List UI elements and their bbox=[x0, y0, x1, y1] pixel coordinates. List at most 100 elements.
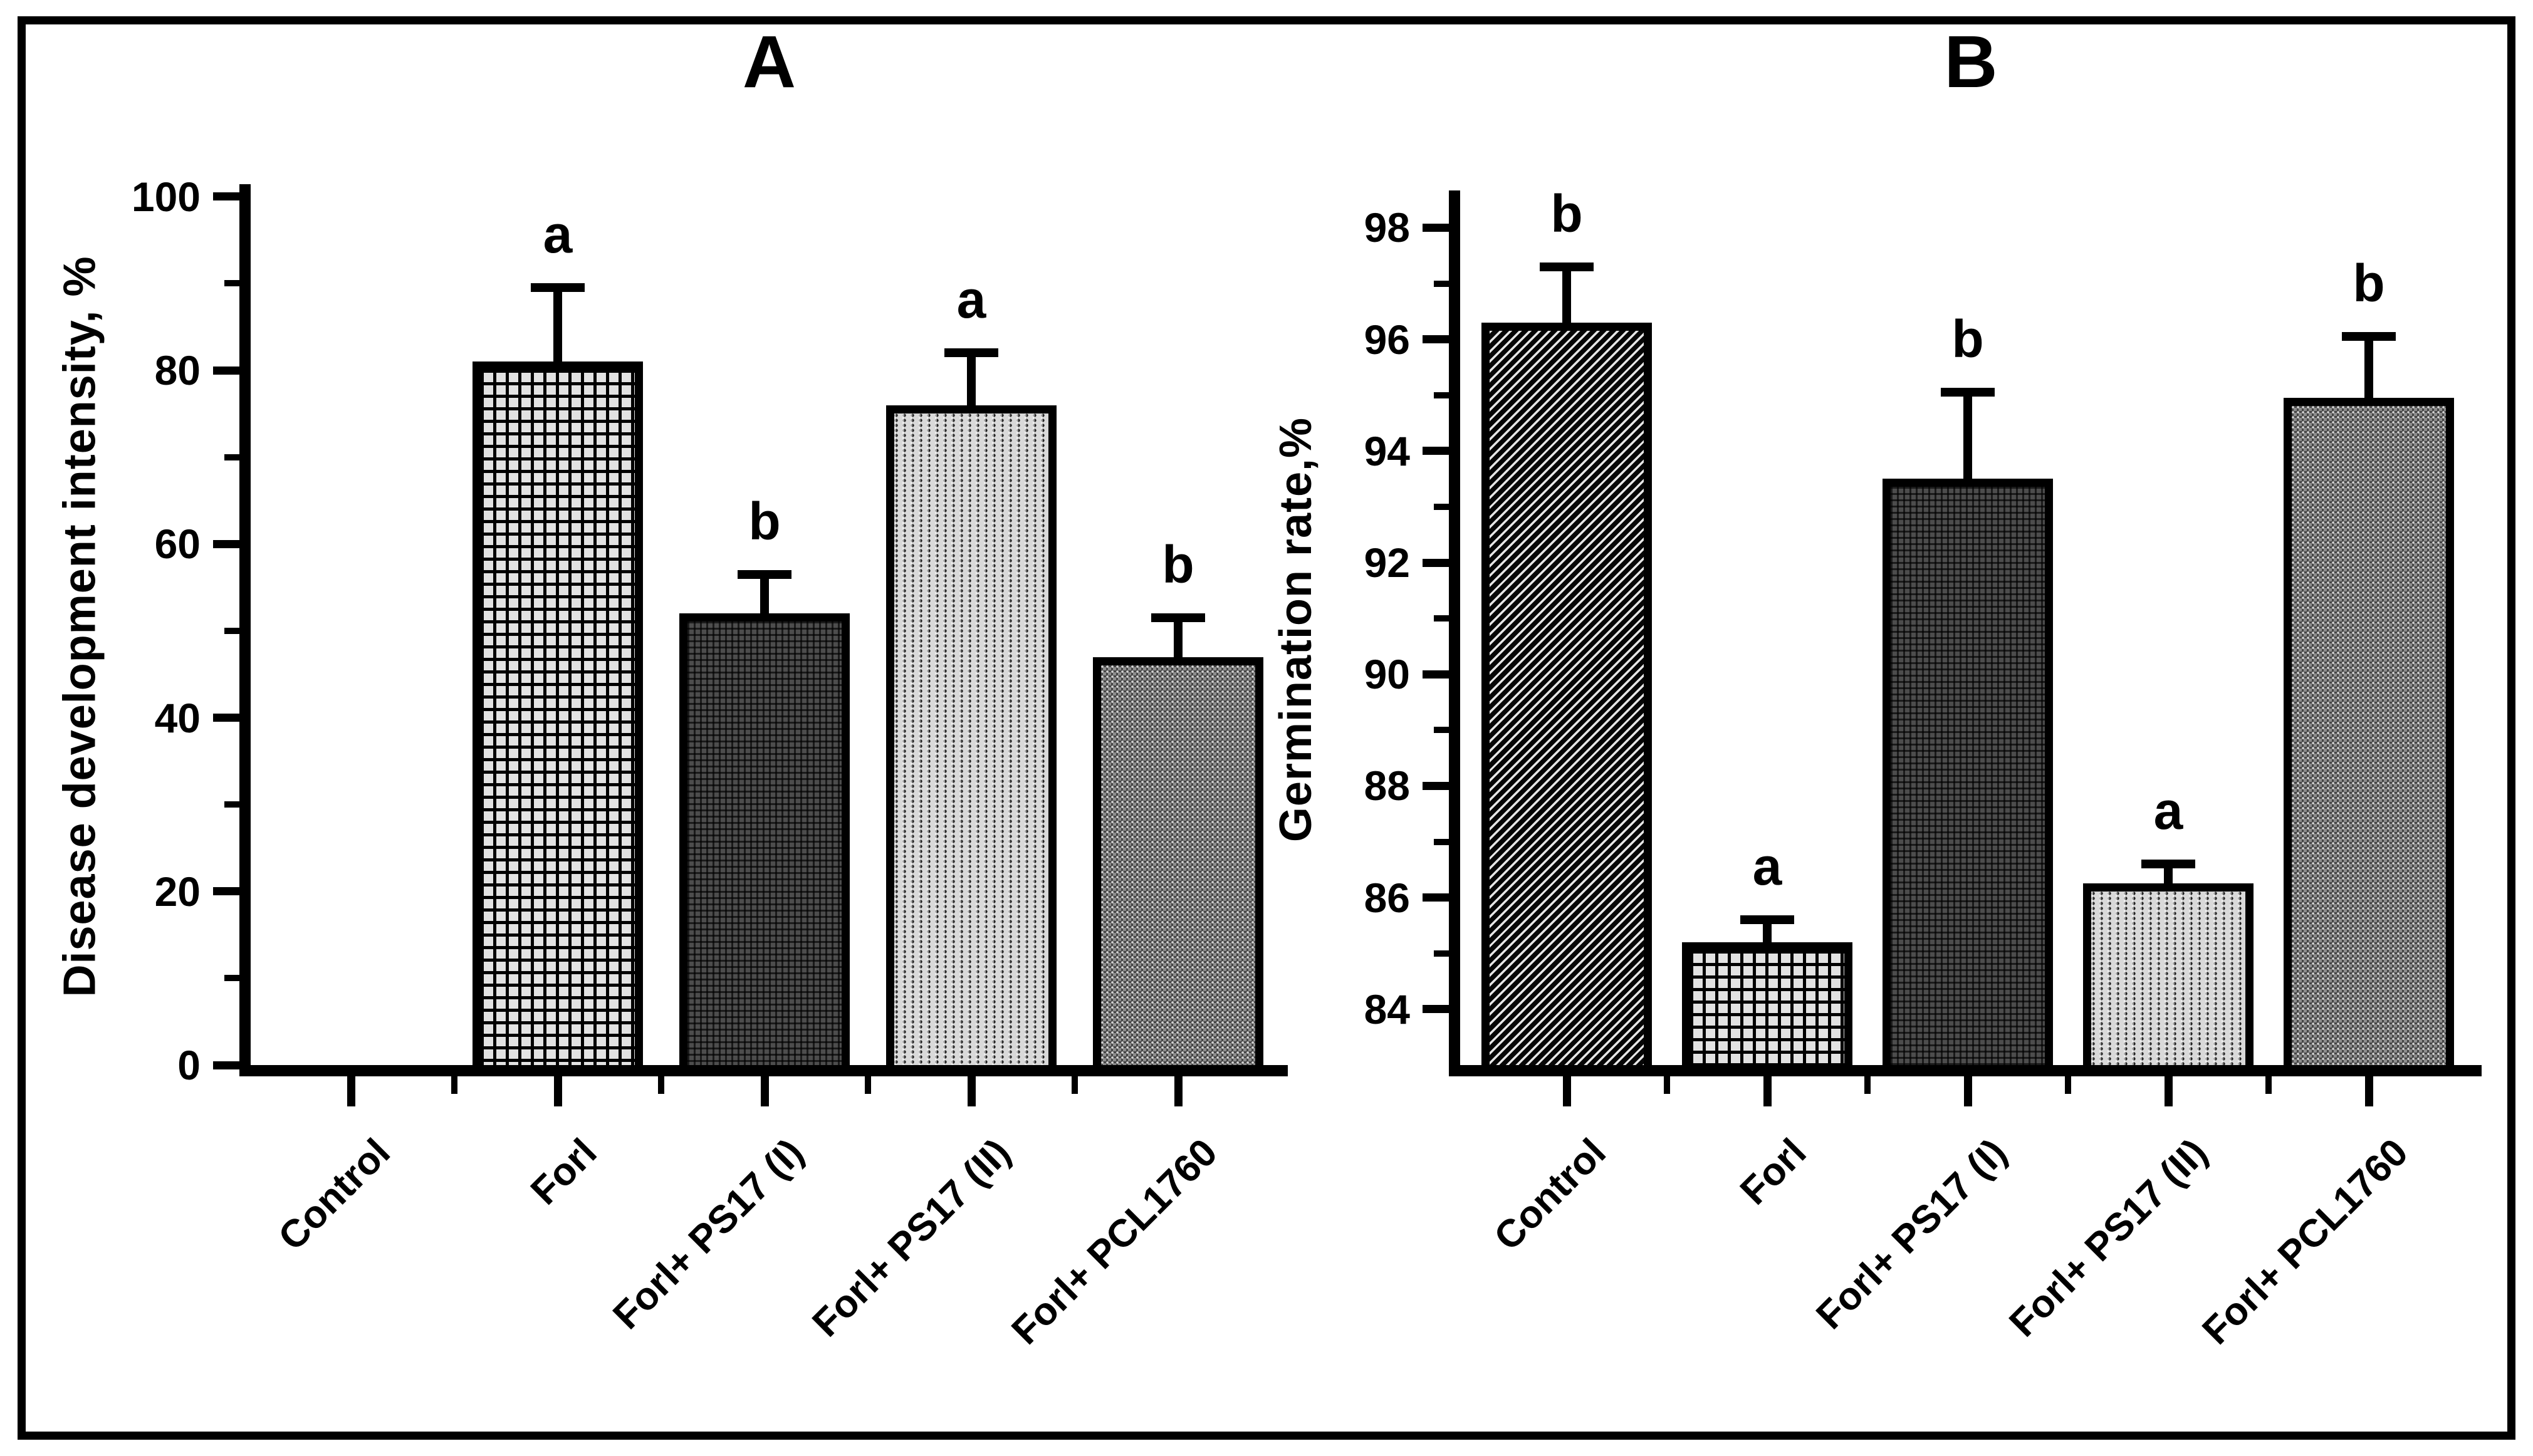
panel-b-x-category-label: Forl+ PCL1760 bbox=[2193, 1130, 2416, 1353]
panel-b-y-tick-label: 88 bbox=[1364, 762, 1410, 809]
panel-a-y-tick-label: 40 bbox=[154, 694, 201, 741]
panel-b-y-tick bbox=[1423, 893, 1449, 902]
panel-a-x-tick bbox=[967, 1076, 976, 1106]
panel-b-error-bar-stem bbox=[1963, 392, 1972, 479]
panel-a-x-category-label: Forl+ PCL1760 bbox=[1003, 1130, 1226, 1353]
panel-b-bar-1 bbox=[1481, 322, 1652, 1065]
panel-a-y-tick-label: 0 bbox=[177, 1042, 201, 1088]
panel-a-y-minor-tick bbox=[224, 627, 239, 634]
panel-b-x-category-label: Control bbox=[1485, 1130, 1614, 1259]
panel-b-y-tick-label: 94 bbox=[1364, 427, 1410, 474]
panel-a-y-tick bbox=[213, 714, 239, 722]
panel-a-error-bar-cap bbox=[531, 283, 585, 293]
panel-a-x-minor-tick bbox=[1072, 1076, 1078, 1094]
panel-b-y-minor-tick bbox=[1434, 838, 1449, 845]
panel-b-x-tick bbox=[2164, 1076, 2173, 1106]
panel-a-x-category-label: Control bbox=[269, 1130, 399, 1259]
panel-b-title: B bbox=[1944, 21, 1998, 103]
panel-b-y-tick bbox=[1423, 447, 1449, 455]
panel-b-error-bar-stem bbox=[2164, 864, 2173, 884]
panel-b-y-minor-tick bbox=[1434, 950, 1449, 957]
panel-b-y-axis bbox=[1449, 190, 1460, 1076]
panel-b-x-tick bbox=[1963, 1076, 1972, 1106]
panel-a-bar-4 bbox=[886, 405, 1057, 1065]
panel-b-y-minor-tick bbox=[1434, 503, 1449, 510]
panel-b-bar-5 bbox=[2284, 398, 2454, 1065]
panel-b-y-tick bbox=[1423, 781, 1449, 790]
panel-b-error-bar-cap bbox=[1540, 262, 1594, 271]
panel-b-error-bar-stem bbox=[1763, 920, 1772, 942]
panel-b-y-tick-label: 92 bbox=[1364, 539, 1410, 586]
panel-a-error-bar-stem bbox=[553, 288, 562, 362]
panel-b-y-tick bbox=[1423, 335, 1449, 344]
panel-a-error-bar-stem bbox=[967, 353, 976, 405]
panel-b-y-tick-label: 96 bbox=[1364, 316, 1410, 363]
panel-b-x-minor-tick bbox=[2265, 1076, 2272, 1094]
panel-a-bar-3 bbox=[679, 613, 850, 1065]
panel-b-y-tick-label: 86 bbox=[1364, 874, 1410, 921]
panel-b-sig-letter: a bbox=[1752, 837, 1782, 897]
panel-b-y-minor-tick bbox=[1434, 392, 1449, 398]
panel-a-y-tick bbox=[213, 366, 239, 375]
panel-a-error-bar-cap bbox=[944, 348, 998, 358]
panel-b-y-minor-tick bbox=[1434, 615, 1449, 622]
panel-a-sig-letter: a bbox=[543, 205, 573, 264]
panel-b-bar-2 bbox=[1682, 942, 1852, 1065]
panel-b-y-tick bbox=[1423, 1005, 1449, 1014]
panel-a-sig-letter: b bbox=[748, 491, 781, 551]
panel-a-y-tick-label: 20 bbox=[154, 868, 201, 915]
panel-b-error-bar-cap bbox=[2342, 332, 2396, 341]
panel-b-y-minor-tick bbox=[1434, 280, 1449, 287]
panel-b-sig-letter: b bbox=[1951, 309, 1984, 369]
panel-b-y-tick-label: 84 bbox=[1364, 985, 1410, 1032]
panel-b-y-tick bbox=[1423, 670, 1449, 679]
panel-b-sig-letter: b bbox=[2353, 254, 2385, 313]
panel-b-x-tick bbox=[2364, 1076, 2373, 1106]
panel-b-sig-letter: a bbox=[2153, 781, 2183, 841]
panel-a-error-bar-stem bbox=[1174, 618, 1183, 657]
panel-b-error-bar-stem bbox=[2364, 336, 2373, 398]
panel-a-y-tick bbox=[213, 539, 239, 548]
panel-a-x-minor-tick bbox=[865, 1076, 871, 1094]
panel-a-y-minor-tick bbox=[224, 454, 239, 460]
panel-a-x-tick bbox=[347, 1076, 355, 1106]
panel-b-y-minor-tick bbox=[1434, 727, 1449, 734]
panel-a-bar-2 bbox=[473, 361, 643, 1065]
panel-a-x-tick bbox=[1174, 1076, 1183, 1106]
panel-b-y-tick-label: 90 bbox=[1364, 651, 1410, 698]
panel-b-error-bar-cap bbox=[1941, 388, 1995, 397]
panel-b-x-minor-tick bbox=[2065, 1076, 2071, 1094]
panel-a-y-tick-label: 60 bbox=[154, 521, 201, 568]
panel-b-x-tick bbox=[1763, 1076, 1772, 1106]
panel-a-sig-letter: b bbox=[1162, 535, 1194, 595]
panel-b-bar-3 bbox=[1883, 479, 2053, 1065]
panel-b-error-bar-stem bbox=[1562, 266, 1571, 323]
panel-a-bar-5 bbox=[1093, 657, 1263, 1065]
panel-a-y-tick bbox=[213, 192, 239, 201]
panel-b-x-minor-tick bbox=[1864, 1076, 1871, 1094]
panel-a-x-minor-tick bbox=[658, 1076, 664, 1094]
panel-b-sig-letter: b bbox=[1550, 184, 1583, 243]
panel-b-x-axis bbox=[1449, 1065, 2482, 1076]
panel-a-y-tick-label: 100 bbox=[131, 173, 201, 220]
panel-b-error-bar-cap bbox=[2141, 860, 2195, 869]
panel-a-y-axis bbox=[239, 184, 251, 1076]
panel-a-y-minor-tick bbox=[224, 280, 239, 287]
panel-a-x-minor-tick bbox=[451, 1076, 457, 1094]
panel-a-error-bar-cap bbox=[738, 569, 791, 579]
panel-b-error-bar-cap bbox=[1740, 915, 1794, 925]
panel-a-y-tick bbox=[213, 1061, 239, 1069]
panel-a-error-bar-stem bbox=[760, 574, 769, 614]
panel-b-y-tick bbox=[1423, 558, 1449, 567]
panel-a-x-tick bbox=[760, 1076, 769, 1106]
panel-a-y-tick bbox=[213, 887, 239, 896]
panel-a-y-axis-title: Disease development intensity, % bbox=[55, 256, 105, 997]
panel-a-error-bar-cap bbox=[1151, 613, 1205, 623]
panel-b-y-tick bbox=[1423, 223, 1449, 232]
panel-b-x-minor-tick bbox=[1664, 1076, 1670, 1094]
panel-a-y-tick-label: 80 bbox=[154, 347, 201, 394]
panel-a-x-axis bbox=[239, 1065, 1288, 1076]
panel-a-y-minor-tick bbox=[224, 975, 239, 982]
panel-a-x-tick bbox=[553, 1076, 562, 1106]
panel-b-bar-4 bbox=[2083, 883, 2254, 1065]
